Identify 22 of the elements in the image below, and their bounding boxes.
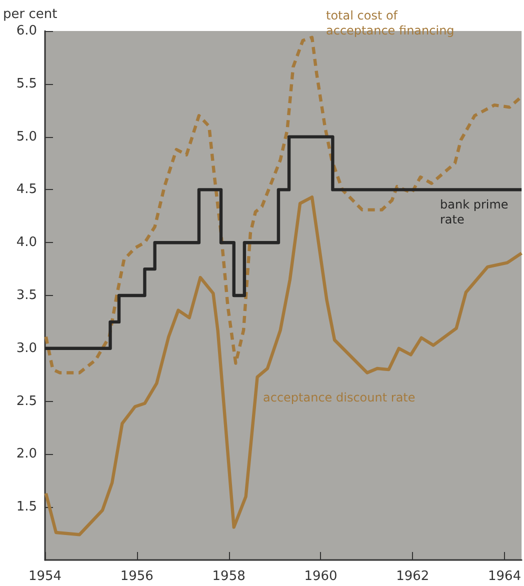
x-tick-label: 1964 xyxy=(488,569,522,584)
y-tick-label: 2.5 xyxy=(16,394,37,409)
y-axis-title: per cent xyxy=(3,7,58,22)
y-tick-label: 3.5 xyxy=(16,288,37,303)
y-tick-label: 6.0 xyxy=(16,24,37,38)
x-tick-label: 1960 xyxy=(304,569,338,584)
y-tick-label: 2.0 xyxy=(16,446,37,462)
y-tick-label: 4.5 xyxy=(16,182,37,198)
x-tick-label: 1956 xyxy=(120,569,154,584)
y-tick-label: 1.5 xyxy=(16,500,37,515)
series-label: acceptance discount rate xyxy=(263,390,416,404)
y-tick-label: 5.0 xyxy=(16,129,37,144)
x-tick-label: 1962 xyxy=(396,569,430,584)
y-tick-label: 5.5 xyxy=(16,76,37,92)
x-tick-label: 1954 xyxy=(28,569,62,584)
line-series xyxy=(44,196,524,536)
line-series xyxy=(44,36,524,374)
series-label: bank prime rate xyxy=(440,198,512,226)
x-tick-label: 1958 xyxy=(212,569,246,584)
y-tick-label: 3.0 xyxy=(16,340,37,356)
series-label: total cost of acceptance financing xyxy=(326,8,454,38)
y-tick-label: 4.0 xyxy=(16,235,37,250)
